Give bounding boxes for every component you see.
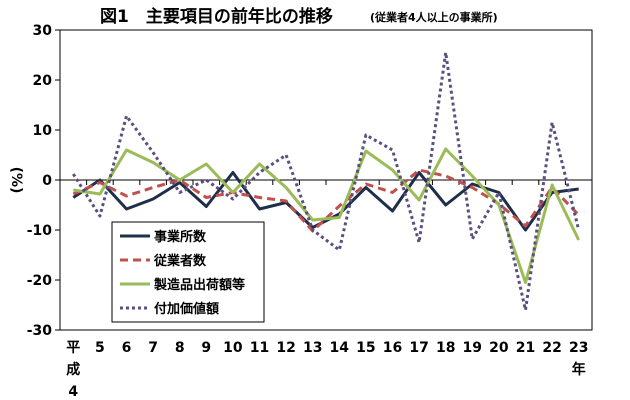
y-tick-label: -30	[27, 323, 53, 339]
x-tick-label: 17	[409, 340, 428, 356]
x-tick-label: 15	[356, 340, 375, 356]
y-axis-label: (%)	[8, 167, 24, 194]
x-tick-label: 7	[148, 340, 158, 356]
x-tick-label-line: 16	[383, 340, 402, 356]
chart-subtitle: (従業者4人以上の事業所)	[370, 10, 498, 24]
x-tick-label: 18	[436, 340, 455, 356]
x-tick-label: 9	[201, 340, 211, 356]
x-tick-label: 13	[303, 340, 322, 356]
x-tick-label: 平成 4	[66, 340, 80, 400]
x-tick-label: 5	[95, 340, 105, 356]
x-tick-label-line: 19	[463, 340, 482, 356]
x-tick-label-line: 10	[223, 340, 243, 356]
x-tick-label: 23 年	[569, 340, 588, 378]
y-tick-label: 0	[42, 173, 52, 189]
x-tick-label-line: 14	[330, 340, 350, 356]
x-tick-label-line: 年	[572, 361, 586, 378]
series-line	[72, 171, 579, 232]
x-tick-label: 21	[516, 340, 535, 356]
x-tick-label-line: 22	[542, 340, 561, 356]
x-tick-label-line: 17	[409, 340, 428, 356]
x-tick-label-line: 21	[516, 340, 535, 356]
x-tick-label-line: 9	[201, 340, 211, 356]
legend-label: 製造品出荷額等	[153, 277, 245, 293]
x-tick-label: 16	[383, 340, 402, 356]
x-tick-label-line: 20	[489, 340, 509, 356]
x-tick-label: 8	[175, 340, 185, 356]
x-tick-label-line: 6	[122, 340, 132, 356]
y-tick-label: 30	[33, 23, 53, 39]
chart-title: 図1 主要項目の前年比の推移	[100, 6, 333, 27]
x-tick-label: 12	[276, 340, 295, 356]
x-tick-label: 6	[122, 340, 132, 356]
x-tick-label-line: 4	[68, 384, 78, 400]
legend-item: 製造品出荷額等	[120, 277, 245, 293]
x-tick-label-line: 12	[276, 340, 295, 356]
x-tick-label-line: 5	[95, 340, 105, 356]
legend-box	[111, 221, 265, 323]
x-tick-label-line: 23	[569, 340, 588, 356]
x-tick-label: 22	[542, 340, 561, 356]
x-tick-label-line: 18	[436, 340, 455, 356]
x-tick-label-line: 8	[175, 340, 185, 356]
x-tick-label-line: 7	[148, 340, 158, 356]
x-tick-label-line: 15	[356, 340, 375, 356]
x-tick-label-line: 成	[66, 361, 80, 378]
legend-label: 付加価値額	[154, 301, 219, 317]
x-tick-label-line: 平	[66, 340, 80, 356]
y-axis: 30 20 10 0 -10 -20 -30	[27, 23, 60, 339]
x-tick-label: 19	[463, 340, 482, 356]
legend-label: 事業所数	[154, 229, 207, 245]
x-tick-label: 11	[250, 340, 269, 356]
x-tick-label-line: 11	[250, 340, 269, 356]
legend-item: 事業所数	[120, 229, 207, 245]
x-tick-label: 20	[489, 340, 509, 356]
y-tick-label: 20	[33, 73, 53, 89]
series-layer	[72, 51, 581, 312]
x-tick-label-line: 13	[303, 340, 322, 356]
legend-item: 従業者数	[120, 253, 207, 269]
legend-label: 従業者数	[153, 253, 207, 269]
y-tick-label: -10	[27, 223, 53, 239]
x-tick-label: 10	[223, 340, 243, 356]
x-tick-label: 14	[330, 340, 350, 356]
y-tick-label: -20	[27, 273, 53, 289]
y-tick-label: 10	[33, 123, 53, 139]
series-line	[72, 51, 581, 312]
legend-item: 付加価値額	[120, 301, 219, 317]
